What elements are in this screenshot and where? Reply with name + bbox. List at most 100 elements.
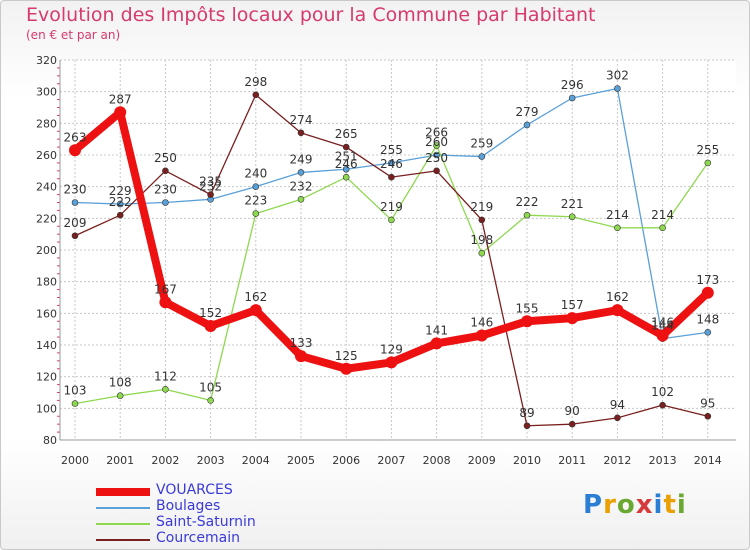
data-label: 214: [651, 208, 674, 222]
data-label: 125: [335, 349, 358, 363]
chart-title: Evolution des Impôts locaux pour la Comm…: [26, 4, 596, 26]
data-label: 230: [154, 183, 177, 197]
data-point: [204, 320, 217, 332]
data-point: [252, 210, 260, 217]
data-point: [71, 232, 79, 240]
legend-label: Courcemain: [156, 530, 240, 546]
data-point: [159, 296, 172, 309]
data-label: 219: [380, 200, 403, 214]
data-label: 230: [64, 183, 87, 197]
data-label: 260: [425, 135, 448, 149]
data-point: [656, 329, 669, 342]
data-label: 274: [290, 113, 313, 127]
data-label: 152: [199, 306, 222, 320]
data-point: [659, 224, 666, 232]
data-label: 232: [199, 179, 222, 193]
data-label: 148: [696, 312, 719, 326]
data-label: 209: [64, 216, 87, 230]
x-tick-label: 2007: [377, 454, 405, 467]
data-point: [116, 211, 124, 219]
logo-letter: o: [616, 490, 636, 520]
data-point: [342, 165, 350, 173]
data-label: 223: [244, 194, 267, 208]
logo-letter: i: [676, 490, 687, 520]
y-tick-label: 280: [36, 117, 57, 130]
data-label: 279: [516, 105, 539, 119]
data-point: [162, 167, 169, 175]
data-point: [614, 85, 621, 92]
data-label: 144: [651, 319, 674, 333]
data-point: [704, 412, 712, 420]
data-point: [433, 151, 440, 159]
x-tick-label: 2013: [649, 454, 677, 467]
data-point: [430, 337, 443, 350]
data-label: 246: [380, 157, 403, 171]
data-label: 129: [380, 342, 403, 356]
data-label: 296: [561, 78, 584, 92]
data-point: [297, 196, 305, 203]
data-label: 222: [109, 195, 132, 209]
data-label: 102: [651, 385, 674, 399]
data-point: [521, 315, 533, 328]
data-label: 246: [335, 157, 358, 171]
data-label: 90: [565, 404, 580, 418]
data-point: [116, 392, 124, 399]
data-label: 263: [64, 130, 87, 144]
y-tick-label: 320: [36, 54, 57, 67]
data-label: 146: [470, 316, 493, 330]
x-tick-label: 2006: [332, 454, 360, 467]
logo-letter: t: [663, 490, 677, 520]
legend-swatch: [96, 539, 150, 541]
data-point: [614, 414, 621, 422]
x-tick-label: 2001: [106, 454, 134, 467]
data-point: [385, 356, 398, 369]
x-tick-label: 2000: [61, 454, 89, 467]
data-point: [568, 420, 576, 428]
data-point: [388, 216, 395, 224]
data-point: [342, 143, 350, 151]
data-point: [701, 286, 714, 299]
data-label: 250: [425, 151, 448, 165]
y-tick-label: 200: [36, 244, 57, 257]
data-point: [207, 191, 214, 198]
data-label: 229: [109, 184, 132, 198]
data-point: [433, 142, 440, 149]
legend-label: Saint-Saturnin: [156, 514, 256, 530]
data-label: 167: [154, 282, 177, 296]
data-label: 173: [696, 273, 719, 287]
data-point: [297, 129, 305, 137]
proxiti-logo: Proxiti: [583, 490, 687, 520]
legend-label: Boulages: [156, 498, 221, 514]
legend-swatch: [96, 523, 150, 525]
data-point: [478, 216, 486, 224]
data-label: 94: [610, 398, 625, 412]
x-tick-label: 2008: [423, 454, 451, 467]
data-label: 219: [470, 200, 493, 214]
data-label: 255: [696, 143, 719, 157]
data-point: [475, 329, 488, 342]
logo-letter: r: [603, 490, 617, 520]
data-label: 222: [516, 195, 539, 209]
data-label: 162: [606, 290, 629, 304]
data-label: 235: [199, 175, 222, 189]
data-point: [340, 362, 353, 375]
data-label: 108: [109, 376, 132, 390]
data-label: 103: [64, 384, 87, 398]
data-label: 105: [199, 380, 222, 394]
x-tick-label: 2002: [151, 454, 179, 467]
x-tick-label: 2014: [694, 454, 722, 467]
data-point: [704, 329, 712, 336]
y-tick-label: 120: [36, 371, 57, 384]
data-label: 141: [425, 323, 448, 337]
chart-subtitle: (en € et par an): [26, 28, 121, 42]
data-point: [295, 350, 307, 363]
logo-letter: P: [583, 490, 604, 520]
data-label: 133: [290, 336, 313, 350]
data-label: 198: [470, 233, 493, 247]
data-point: [297, 169, 305, 176]
logo-letter: i: [653, 490, 664, 520]
x-tick-label: 2004: [242, 454, 270, 467]
legend-label: VOUARCES: [156, 482, 233, 498]
data-point: [114, 106, 127, 119]
